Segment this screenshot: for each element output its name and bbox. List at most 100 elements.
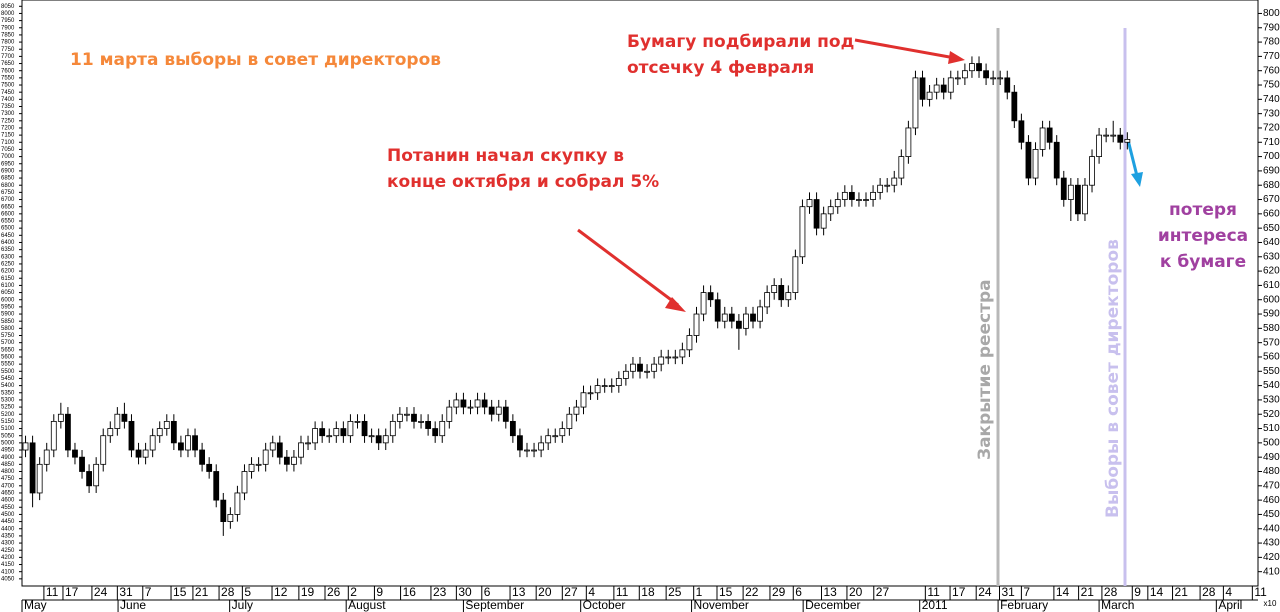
arrow (577, 228, 679, 307)
candle-body (637, 363, 643, 372)
x-tick-label: 14 (1150, 585, 1164, 599)
candle-body (382, 435, 389, 444)
candle-body (573, 406, 580, 415)
candle-body (813, 199, 820, 229)
y-tick-label: 4750 (1, 476, 15, 482)
x-tick-label: 28 (1104, 585, 1118, 599)
y2-tick-label: 430 (1263, 538, 1280, 549)
candle-body (538, 442, 545, 451)
candle-body (905, 127, 912, 157)
x-tick-label: 5 (244, 585, 251, 599)
x-tick-label: 11 (1254, 585, 1267, 599)
month-label: April (1218, 598, 1242, 612)
y-tick-label: 4400 (1, 526, 15, 532)
x-tick-label: 14 (1056, 585, 1070, 599)
candle-body (545, 435, 552, 444)
y-tick-label: 5750 (1, 333, 15, 339)
y-tick-label: 5250 (1, 405, 15, 411)
y2-tick-label: 460 (1263, 495, 1280, 506)
y-tick-label: 7300 (1, 111, 15, 117)
y-tick-label: 7400 (1, 97, 15, 103)
candle-body (425, 420, 432, 429)
candle-body (199, 449, 206, 465)
x-tick-label: 30 (458, 585, 472, 599)
candle-body (1103, 134, 1110, 137)
y2-tick-label: 530 (1263, 395, 1280, 406)
candle-body (220, 499, 227, 522)
x-tick-label: 20 (849, 585, 863, 599)
candle-body (933, 84, 940, 93)
month-label: December (805, 598, 860, 612)
y-tick-label: 6200 (1, 269, 15, 275)
month-label: February (1000, 598, 1048, 612)
candle-body (283, 456, 290, 465)
candle-body (947, 77, 954, 93)
candle-body (820, 213, 827, 229)
y-tick-label: 6350 (1, 247, 15, 253)
candle-body (1053, 141, 1060, 179)
candle-body (961, 70, 968, 79)
y2-tick-label: 540 (1263, 380, 1280, 391)
y2-tick-label: 630 (1263, 251, 1280, 262)
candle-body (114, 413, 121, 429)
x-tick-label: 27 (564, 585, 578, 599)
y2-tick-label: 760 (1263, 65, 1280, 76)
candle-body (898, 156, 905, 179)
y2-tick-label: 440 (1263, 523, 1280, 534)
candle-body (870, 191, 876, 200)
cutoff-note: Бумагу подбирали под (627, 32, 854, 52)
candle-body (524, 449, 530, 452)
candle-body (509, 420, 516, 437)
candle-body (418, 420, 424, 423)
candle-body (43, 449, 50, 465)
candle-body (884, 184, 891, 187)
candle-body (65, 413, 71, 451)
x-tick-label: 4 (588, 585, 595, 599)
candle-body (686, 335, 693, 351)
candle-body (517, 435, 523, 451)
candle-body (72, 449, 78, 458)
x-tick-label: 24 (94, 585, 108, 599)
x-tick-label: 21 (195, 585, 209, 599)
y2-tick-label: 740 (1263, 94, 1280, 105)
candle-body (241, 471, 248, 494)
candle-body (714, 299, 721, 322)
y-tick-label: 4300 (1, 541, 15, 547)
x-tick-label: 28 (221, 585, 235, 599)
candle-body (679, 349, 686, 358)
y2-tick-label: 570 (1263, 337, 1280, 348)
y-tick-label: 7850 (1, 32, 15, 38)
candle-body (481, 399, 488, 408)
y2-tick-label: 690 (1263, 166, 1280, 177)
candle-body (213, 471, 220, 501)
candle-body (622, 370, 629, 379)
y2-tick-label: 490 (1263, 452, 1280, 463)
candle-body (969, 63, 975, 72)
y-tick-label: 7750 (1, 47, 15, 53)
y-tick-label: 5000 (1, 440, 15, 446)
y-tick-label: 6850 (1, 176, 15, 182)
interest-note: к бумаге (1160, 252, 1246, 272)
candle-body (453, 399, 460, 408)
candle-body (57, 413, 64, 422)
y-tick-label: 7800 (1, 40, 15, 46)
month-label: August (348, 598, 386, 612)
candle-body (79, 456, 85, 472)
candle-body (354, 420, 361, 423)
y-tick-label: 6650 (1, 204, 15, 210)
x-tick-label: 9 (376, 585, 383, 599)
candle-body (580, 392, 587, 408)
y-tick-label: 4500 (1, 512, 15, 518)
y2-tick-label: 780 (1263, 37, 1280, 48)
x-tick-label: 13 (512, 585, 526, 599)
candle-body (135, 449, 142, 458)
candle-body (601, 385, 608, 388)
x-tick-label: 17 (65, 585, 79, 599)
arrow (854, 38, 956, 60)
candle-body (29, 442, 36, 494)
y2-tick-label: 670 (1263, 194, 1280, 205)
candle-body (404, 413, 410, 416)
x-tick-label: 31 (1001, 585, 1015, 599)
candle-body (877, 184, 884, 193)
candle-body (312, 428, 319, 444)
